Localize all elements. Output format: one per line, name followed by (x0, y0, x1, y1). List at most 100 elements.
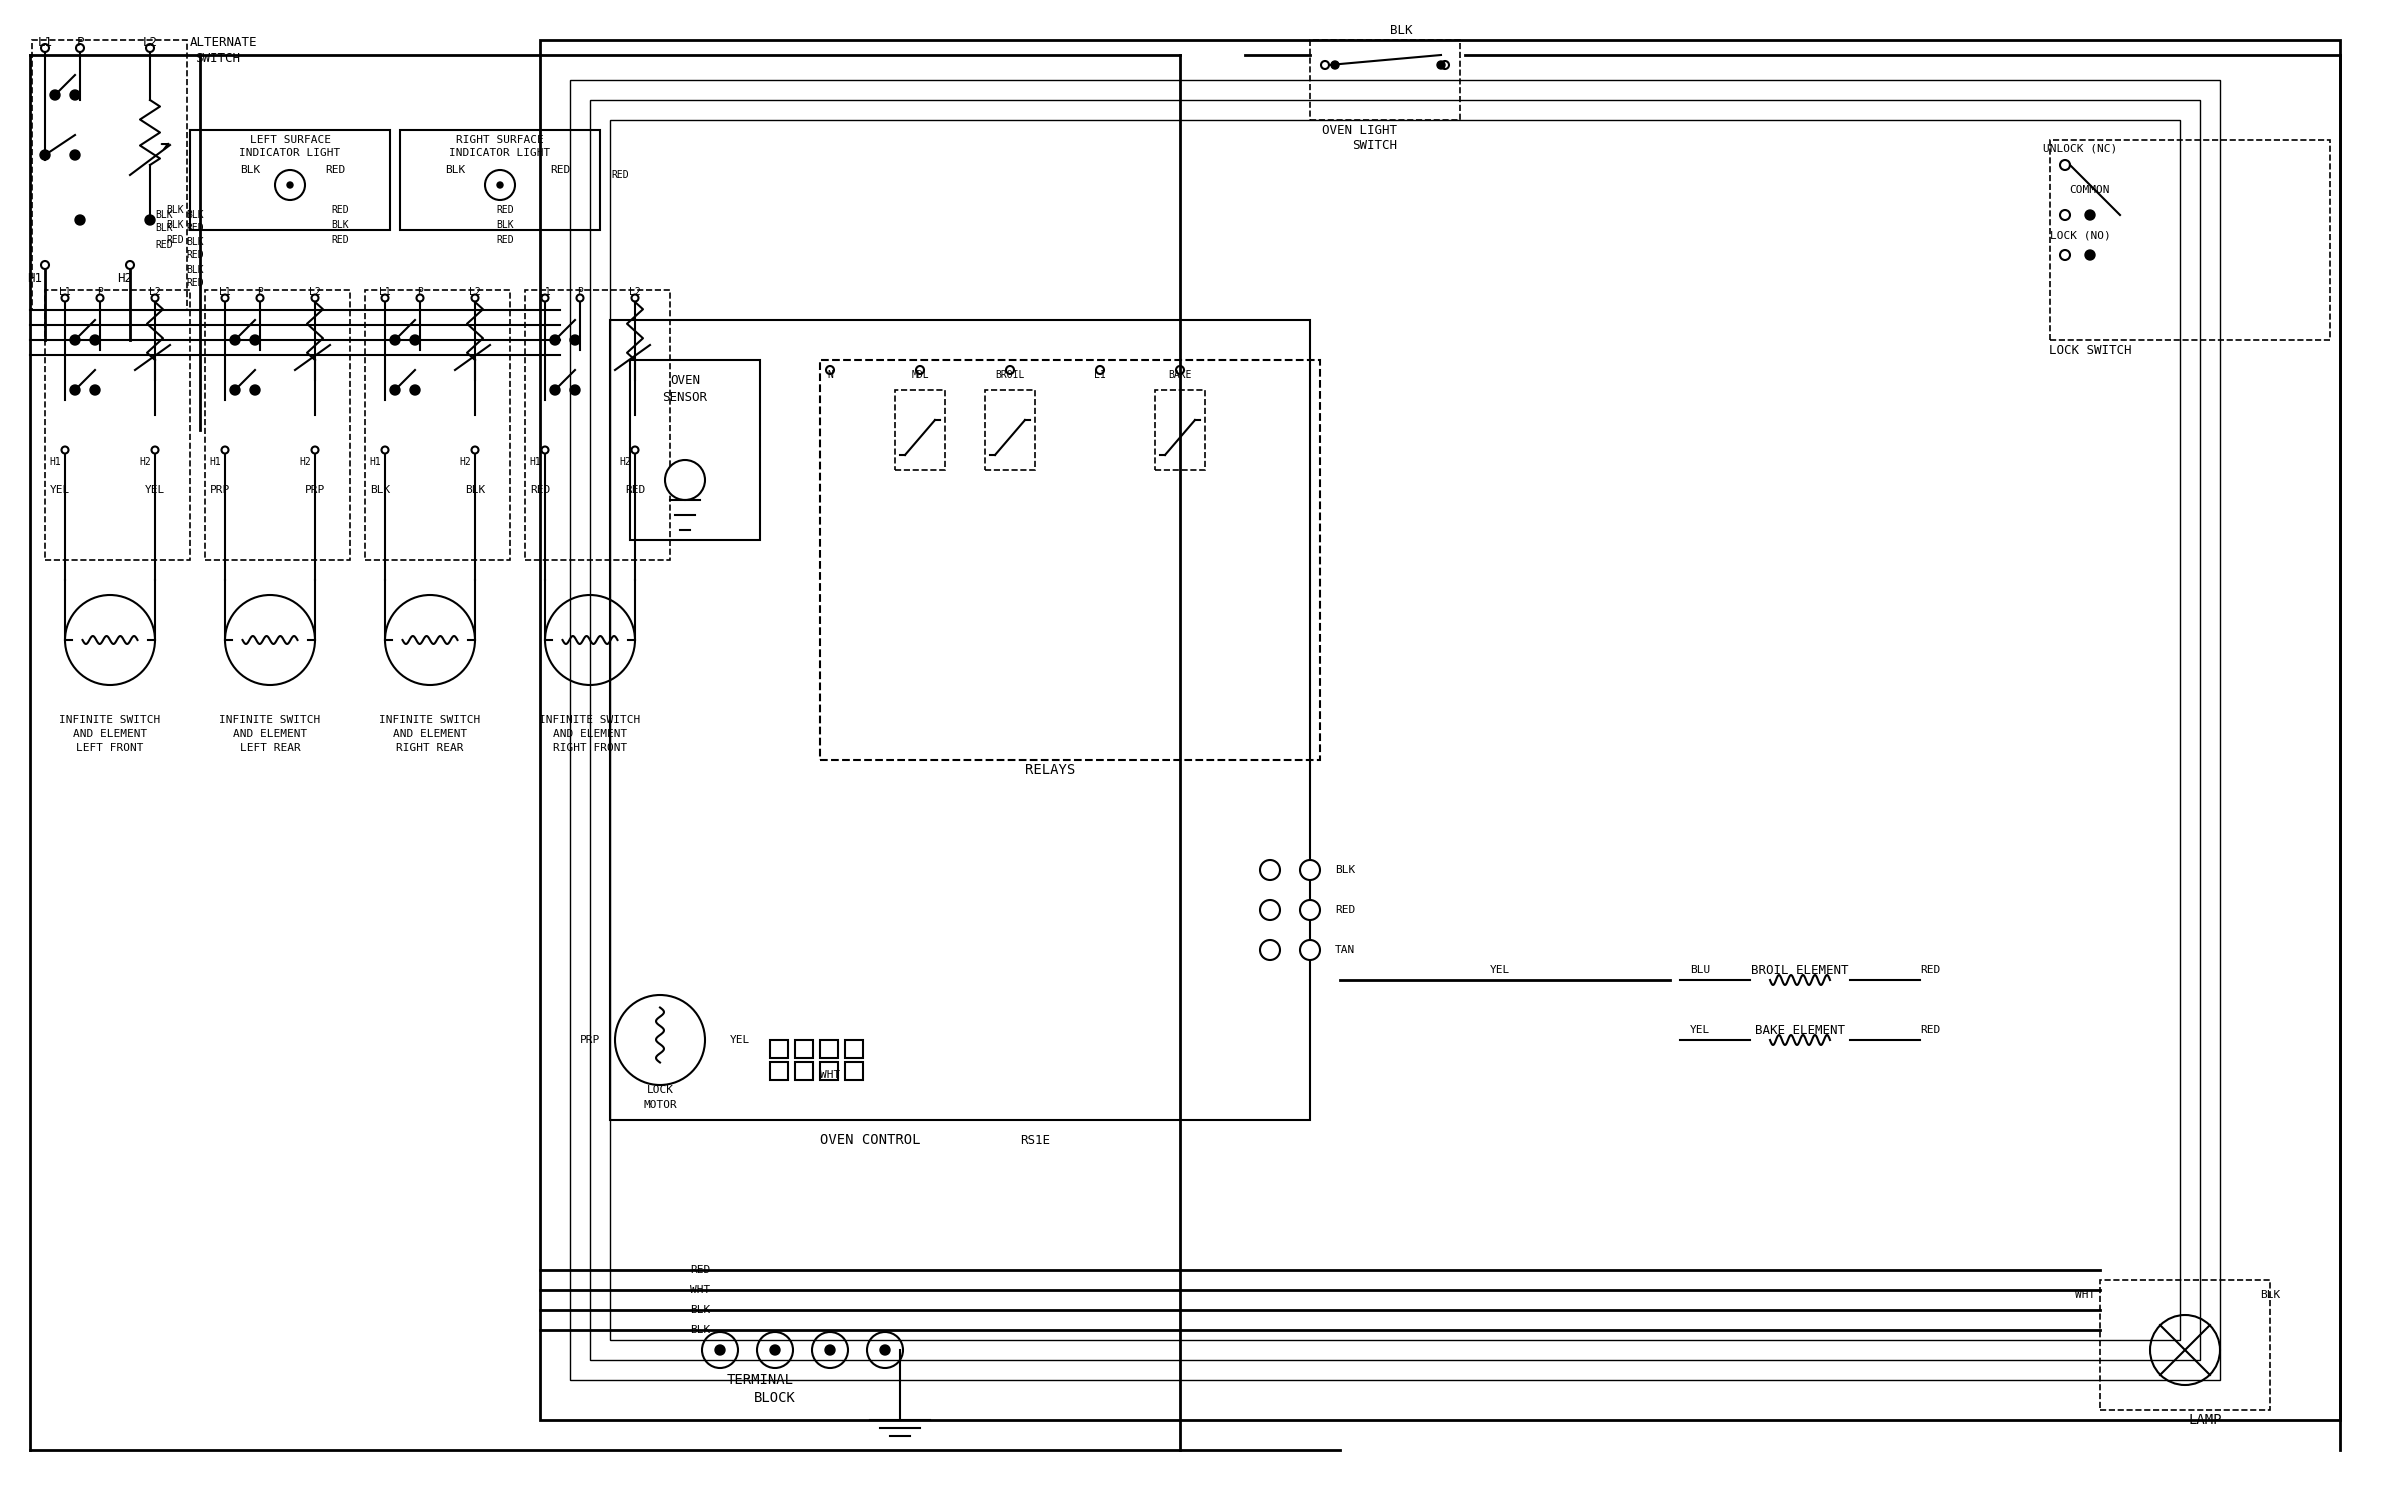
Bar (610, 319, 1310, 1120)
Text: RED: RED (165, 235, 184, 245)
Bar (984, 390, 1034, 470)
Text: OVEN LIGHT: OVEN LIGHT (1321, 123, 1398, 137)
Text: BLOCK: BLOCK (754, 1392, 795, 1405)
Text: WHT: WHT (2076, 1291, 2095, 1300)
Text: RED: RED (187, 279, 203, 288)
Text: H2: H2 (460, 456, 472, 467)
Circle shape (69, 386, 79, 395)
Circle shape (41, 44, 48, 53)
Text: RED: RED (610, 170, 630, 181)
Text: SWITCH: SWITCH (194, 51, 239, 65)
Circle shape (2059, 209, 2071, 220)
Circle shape (1096, 366, 1104, 373)
Text: RED: RED (625, 485, 644, 495)
Text: COMMON: COMMON (2071, 185, 2109, 194)
Text: L2: L2 (144, 36, 158, 48)
Text: BLK: BLK (165, 220, 184, 230)
Circle shape (41, 261, 48, 270)
Circle shape (577, 295, 584, 301)
Text: INFINITE SWITCH: INFINITE SWITCH (539, 715, 642, 724)
Text: L1: L1 (220, 288, 230, 297)
Circle shape (666, 459, 704, 500)
Circle shape (77, 44, 84, 53)
Circle shape (91, 386, 101, 395)
Circle shape (486, 170, 515, 200)
Text: RED: RED (496, 235, 515, 245)
Circle shape (551, 334, 560, 345)
Text: RED: RED (689, 1265, 711, 1276)
Text: RELAYS: RELAYS (1025, 764, 1075, 777)
Text: PRP: PRP (304, 485, 326, 495)
Circle shape (249, 386, 261, 395)
Text: N: N (826, 370, 833, 380)
Text: LEFT SURFACE: LEFT SURFACE (249, 136, 330, 145)
Circle shape (69, 151, 79, 160)
Circle shape (570, 386, 579, 395)
Circle shape (1300, 901, 1319, 920)
Text: BLK: BLK (371, 485, 390, 495)
Text: BLK: BLK (165, 205, 184, 215)
Circle shape (1259, 940, 1281, 959)
Circle shape (615, 995, 704, 1084)
Text: H2: H2 (299, 456, 311, 467)
Text: BLK: BLK (156, 209, 172, 220)
Circle shape (151, 446, 158, 453)
Text: BLK: BLK (187, 265, 203, 276)
Text: P: P (77, 36, 84, 48)
Text: INFINITE SWITCH: INFINITE SWITCH (378, 715, 481, 724)
Text: RS1E: RS1E (1020, 1134, 1051, 1146)
Text: RED: RED (187, 223, 203, 233)
Circle shape (146, 44, 153, 53)
Text: WHT: WHT (689, 1285, 711, 1295)
Text: BAKE ELEMENT: BAKE ELEMENT (1755, 1024, 1846, 1036)
Circle shape (381, 446, 388, 453)
Text: INFINITE SWITCH: INFINITE SWITCH (220, 715, 321, 724)
Text: ALTERNATE: ALTERNATE (189, 36, 259, 48)
Circle shape (91, 334, 101, 345)
Bar (589, 99, 2200, 1360)
Text: PRP: PRP (579, 1035, 601, 1045)
Circle shape (381, 295, 388, 301)
Circle shape (1259, 901, 1281, 920)
Text: SWITCH: SWITCH (1353, 139, 1398, 152)
Text: BLK: BLK (689, 1306, 711, 1315)
Circle shape (2059, 250, 2071, 261)
Text: L1: L1 (378, 288, 390, 297)
Text: BLK: BLK (1391, 24, 1412, 36)
Circle shape (1175, 366, 1185, 373)
Bar (541, 41, 2339, 1420)
Circle shape (390, 386, 400, 395)
Text: LOCK (NO): LOCK (NO) (2049, 230, 2112, 239)
Text: L2: L2 (630, 288, 642, 297)
Bar (570, 80, 2219, 1379)
Text: L1: L1 (38, 36, 53, 48)
Text: BLK: BLK (464, 485, 486, 495)
Text: L2: L2 (309, 288, 321, 297)
Circle shape (498, 182, 503, 188)
Text: H1: H1 (26, 271, 43, 285)
Circle shape (409, 334, 419, 345)
Text: L2: L2 (148, 288, 160, 297)
Circle shape (69, 90, 79, 99)
Text: YEL: YEL (1489, 965, 1511, 974)
Circle shape (65, 595, 156, 685)
Text: AND ELEMENT: AND ELEMENT (72, 729, 146, 739)
Text: P: P (417, 288, 424, 297)
Circle shape (390, 334, 400, 345)
Text: H2: H2 (139, 456, 151, 467)
Circle shape (311, 295, 318, 301)
Circle shape (146, 215, 156, 224)
Text: RED: RED (187, 250, 203, 261)
Circle shape (151, 295, 158, 301)
Text: H1: H1 (50, 456, 60, 467)
Text: YEL: YEL (50, 485, 69, 495)
Circle shape (275, 170, 304, 200)
Circle shape (96, 295, 103, 301)
Circle shape (472, 446, 479, 453)
Bar (821, 1062, 838, 1080)
Circle shape (1331, 62, 1338, 69)
Circle shape (417, 295, 424, 301)
Text: BLK: BLK (496, 220, 515, 230)
Text: RED: RED (156, 239, 172, 250)
Bar (364, 291, 510, 560)
